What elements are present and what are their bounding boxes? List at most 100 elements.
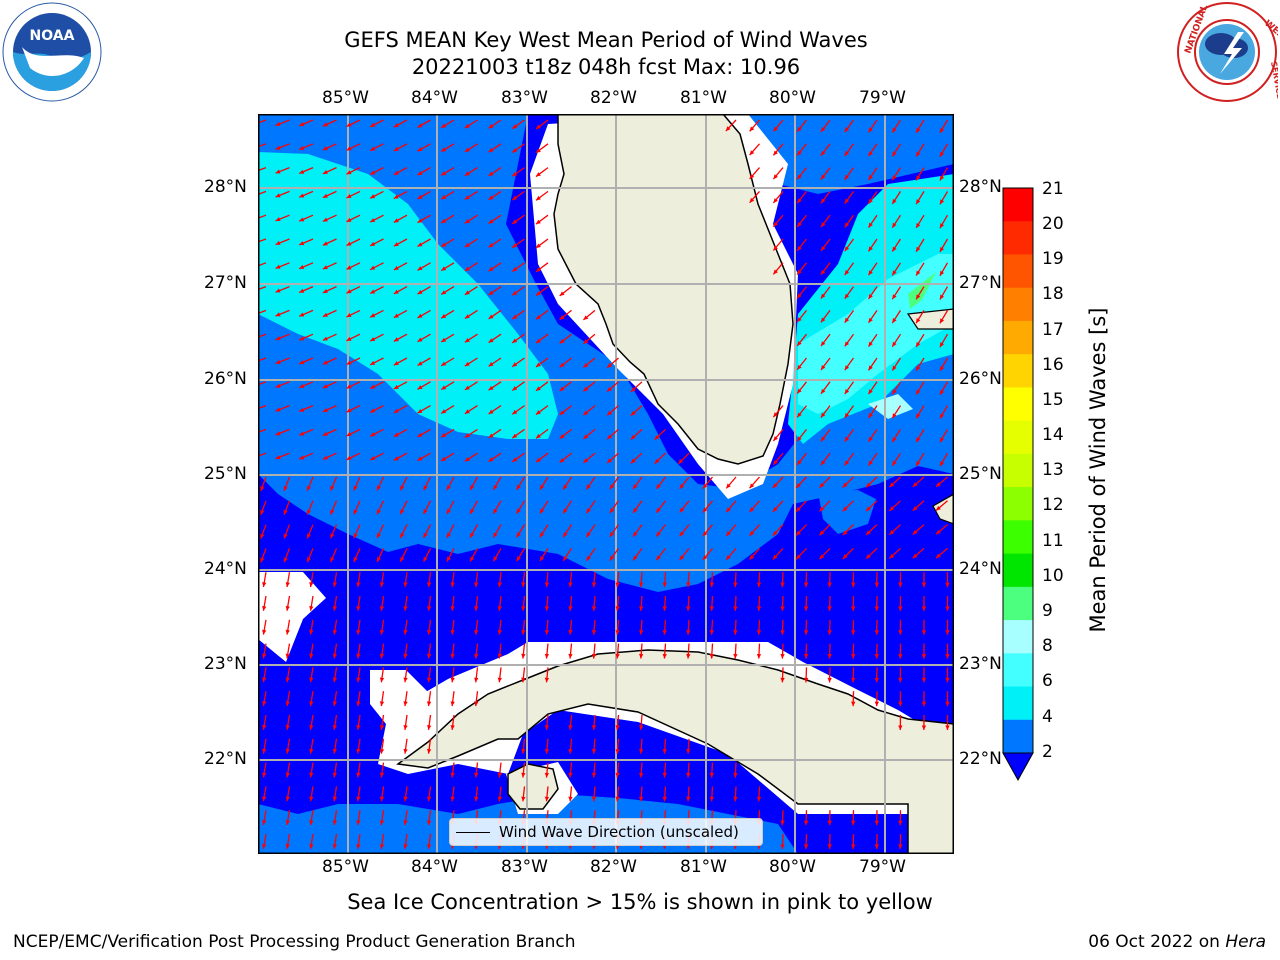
- lat-label: 22°N: [204, 749, 247, 769]
- wave-arrow-head: [322, 360, 328, 365]
- nodata-mask: [258, 572, 326, 662]
- wave-arrow-head: [892, 460, 897, 466]
- wave-arrow-head: [868, 436, 873, 442]
- wave-arrow-head: [285, 843, 290, 849]
- wave-arrow-head: [773, 245, 778, 251]
- wave-arrow-head: [725, 126, 731, 132]
- wave-arrow-head: [851, 582, 856, 588]
- wave-arrow-head: [868, 175, 873, 180]
- wave-arrow-head: [544, 630, 550, 635]
- wave-arrow-head: [568, 653, 573, 659]
- wave-arrow-head: [488, 409, 494, 414]
- wave-arrow-head: [866, 554, 871, 559]
- wave-arrow-head: [464, 147, 470, 152]
- wave-arrow-head: [702, 507, 708, 513]
- wave-arrow-head: [262, 653, 267, 659]
- wave-arrow-head: [615, 796, 620, 802]
- wave-arrow-head: [379, 844, 385, 849]
- wave-arrow-head: [275, 145, 281, 150]
- wave-arrow-head: [423, 485, 428, 491]
- wave-arrow-head: [450, 629, 455, 635]
- wave-arrow-head: [656, 555, 661, 561]
- wave-arrow-head: [535, 124, 541, 129]
- wave-arrow-head: [403, 653, 408, 659]
- legend-line-icon: [456, 831, 490, 833]
- wave-arrow-head: [733, 630, 738, 635]
- wave-arrow-head: [583, 386, 589, 392]
- wave-arrow-head: [285, 653, 290, 659]
- wave-arrow-head: [285, 629, 290, 635]
- wave-arrow-head: [346, 146, 352, 151]
- wave-arrow-head: [353, 533, 358, 539]
- wave-arrow-head: [493, 508, 498, 514]
- wave-arrow-head: [370, 122, 376, 127]
- wave-arrow-head: [607, 458, 612, 463]
- colorbar-segment: [1003, 453, 1033, 488]
- wave-arrow-head: [939, 223, 945, 229]
- wave-arrow-head: [356, 772, 361, 778]
- wave-arrow-head: [299, 193, 305, 198]
- wave-arrow-head: [464, 385, 470, 390]
- wave-arrow-head: [898, 701, 903, 707]
- wave-arrow-head: [939, 127, 945, 133]
- wave-arrow-head: [749, 531, 755, 536]
- wave-arrow-head: [820, 198, 826, 204]
- wave-arrow-head: [332, 582, 338, 588]
- wave-arrow-head: [309, 677, 314, 683]
- wave-arrow-head: [488, 243, 494, 248]
- wave-arrow-head: [488, 290, 494, 295]
- wave-arrow-head: [583, 434, 589, 439]
- wave-arrow-head: [356, 606, 361, 611]
- nws-logo-icon: NATIONAL WEATHER SERVICE: [1176, 2, 1280, 106]
- wave-arrow-head: [874, 677, 879, 683]
- wave-arrow-head: [912, 553, 918, 559]
- wave-arrow-head: [370, 265, 376, 270]
- wave-arrow-head: [898, 820, 903, 826]
- wave-arrow-head: [417, 266, 423, 271]
- wave-arrow-head: [393, 456, 399, 461]
- wave-arrow-head: [322, 288, 328, 293]
- wave-arrow-head: [544, 772, 550, 778]
- wave-arrow-head: [851, 654, 856, 659]
- lon-label: 79°W: [859, 857, 906, 877]
- wave-arrow-head: [262, 820, 267, 825]
- wave-arrow-head: [275, 359, 281, 364]
- wave-arrow-head: [842, 530, 848, 536]
- wave-arrow-head: [441, 266, 447, 271]
- wave-arrow-head: [916, 365, 921, 371]
- wave-arrow-head: [417, 147, 423, 152]
- wave-arrow-head: [892, 199, 897, 204]
- wave-arrow-head: [945, 701, 950, 707]
- wave-arrow-head: [417, 170, 423, 176]
- wave-arrow-head: [827, 630, 832, 635]
- wave-arrow-head: [544, 677, 550, 683]
- wave-arrow-head: [488, 219, 494, 224]
- wave-arrow-head: [939, 151, 945, 157]
- wave-arrow-head: [916, 246, 921, 252]
- wave-arrow-head: [474, 701, 479, 707]
- colorbar-tick: 12: [1042, 495, 1064, 515]
- wave-arrow-head: [797, 317, 802, 323]
- wave-arrow-head: [662, 796, 667, 802]
- wave-arrow-head: [474, 653, 479, 659]
- wave-arrow-head: [322, 265, 328, 270]
- wave-arrow-head: [820, 365, 826, 370]
- wave-arrow-head: [819, 554, 825, 560]
- colorbar-tick: 9: [1042, 601, 1053, 621]
- wave-arrow-head: [332, 844, 338, 849]
- wave-arrow-head: [662, 606, 667, 611]
- wave-arrow-head: [844, 127, 850, 133]
- wave-arrow-head: [417, 123, 423, 128]
- wave-arrow-head: [521, 677, 526, 683]
- wave-arrow-head: [559, 457, 565, 463]
- wave-arrow-head: [568, 772, 573, 778]
- colorbar-tick: 17: [1042, 320, 1064, 340]
- wave-arrow-head: [497, 629, 502, 635]
- wave-arrow-head: [426, 606, 432, 611]
- wave-arrow-head: [820, 460, 826, 466]
- wave-arrow-head: [662, 630, 667, 635]
- wave-arrow-head: [450, 653, 455, 659]
- wave-arrow-head: [521, 772, 526, 778]
- colorbar-tick: 8: [1042, 636, 1053, 656]
- colorbar-tick: 15: [1042, 390, 1064, 410]
